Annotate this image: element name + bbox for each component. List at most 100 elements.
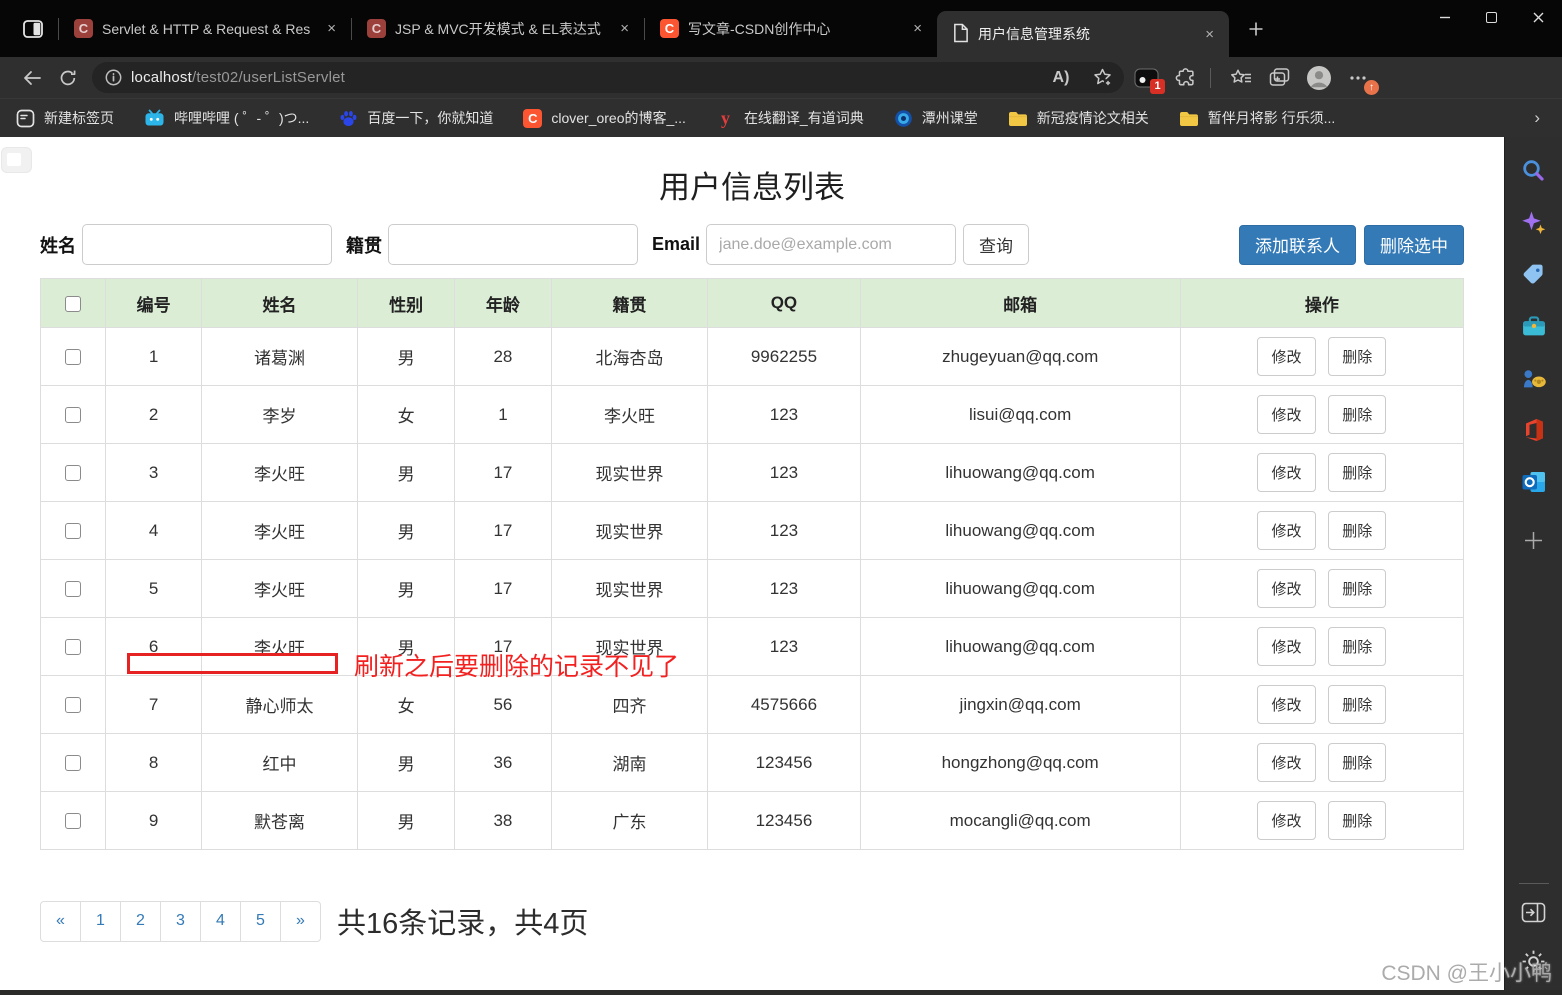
row-checkbox[interactable] <box>65 523 82 540</box>
delete-button[interactable]: 删除 <box>1328 801 1387 840</box>
bookmark-item[interactable]: 暂伴月将影 行乐须... <box>1179 108 1336 128</box>
cell-qq: 123 <box>707 443 861 502</box>
sidebar-settings-icon[interactable] <box>1512 937 1556 986</box>
browser-tab-3[interactable]: C 写文章-CSDN创作中心 × <box>645 9 937 49</box>
cell-id: 2 <box>105 385 202 444</box>
address-bar[interactable]: localhost/test02/userListServlet A) <box>92 62 1124 93</box>
cell-age: 28 <box>454 327 552 386</box>
bookmark-item[interactable]: 潭州课堂 <box>894 108 978 128</box>
delete-button[interactable]: 删除 <box>1328 743 1387 782</box>
delete-button[interactable]: 删除 <box>1328 453 1387 492</box>
close-icon[interactable] <box>1515 0 1562 34</box>
more-menu-icon[interactable]: ↑ <box>1341 62 1379 95</box>
edit-button[interactable]: 修改 <box>1257 627 1316 666</box>
tab-close-icon[interactable]: × <box>620 20 629 37</box>
delete-button[interactable]: 删除 <box>1328 569 1387 608</box>
edit-button[interactable]: 修改 <box>1257 511 1316 550</box>
page-link-5[interactable]: 5 <box>240 900 281 942</box>
bookmarks-overflow-icon[interactable]: › <box>1534 108 1540 127</box>
page-link-«[interactable]: « <box>40 900 81 942</box>
sidebar-copilot-icon[interactable] <box>1512 196 1556 248</box>
user-table-wrap: 编号 姓名 性别 年龄 籍贯 QQ 邮箱 操作 1 诸葛渊 男 28 北海杏岛 … <box>39 278 1465 850</box>
select-all-checkbox[interactable] <box>65 295 82 312</box>
cell-gender: 男 <box>357 443 456 502</box>
delete-button[interactable]: 删除 <box>1328 627 1387 666</box>
edit-button[interactable]: 修改 <box>1257 801 1316 840</box>
row-checkbox[interactable] <box>65 349 82 366</box>
origin-input[interactable] <box>388 224 638 265</box>
sidebar-office-icon[interactable] <box>1512 404 1556 456</box>
favorites-icon[interactable] <box>1224 62 1258 94</box>
row-checkbox[interactable] <box>65 813 82 830</box>
workspaces-icon[interactable] <box>21 17 45 41</box>
row-checkbox[interactable] <box>65 697 82 714</box>
bookmark-item[interactable]: 百度一下，你就知道 <box>339 108 493 128</box>
delete-button[interactable]: 删除 <box>1328 685 1387 724</box>
cell-email: hongzhong@qq.com <box>859 733 1181 792</box>
edit-button[interactable]: 修改 <box>1257 453 1316 492</box>
site-info-icon[interactable] <box>105 69 122 86</box>
extensions-puzzle-icon[interactable] <box>1168 62 1202 94</box>
email-input[interactable] <box>706 224 957 265</box>
edit-button[interactable]: 修改 <box>1257 743 1316 782</box>
sidebar-open-panel-icon[interactable] <box>1512 888 1556 937</box>
sidebar-shopping-icon[interactable] <box>1512 248 1556 300</box>
delete-selected-button[interactable]: 删除选中 <box>1364 224 1464 265</box>
page-link-4[interactable]: 4 <box>200 900 241 942</box>
cell-origin: 北海杏岛 <box>550 327 709 386</box>
page-link-1[interactable]: 1 <box>80 900 121 942</box>
sidebar-toolbox-icon[interactable] <box>1512 300 1556 352</box>
tab-title: 写文章-CSDN创作中心 <box>688 20 831 37</box>
page-link-»[interactable]: » <box>280 900 321 942</box>
query-button[interactable]: 查询 <box>963 224 1030 265</box>
browser-tab-bar: C Servlet & HTTP & Request & Res × C JSP… <box>0 0 1562 57</box>
tab-close-icon[interactable]: × <box>913 20 922 37</box>
sidebar-add-icon[interactable] <box>1512 514 1556 566</box>
edit-button[interactable]: 修改 <box>1257 569 1316 608</box>
tab-close-icon[interactable]: × <box>327 20 336 37</box>
read-aloud-icon[interactable]: A) <box>1052 68 1070 86</box>
pinned-extension-icon[interactable]: 1 <box>1129 62 1165 94</box>
bookmark-item[interactable]: 新冠疫情论文相关 <box>1008 108 1149 128</box>
page-link-2[interactable]: 2 <box>120 900 161 942</box>
browser-tab-2[interactable]: C JSP & MVC开发模式 & EL表达式 × <box>352 9 644 49</box>
row-checkbox[interactable] <box>65 755 82 772</box>
cell-name: 李火旺 <box>200 443 359 502</box>
col-header-gender: 性别 <box>357 278 456 328</box>
bookmark-favicon-icon <box>144 109 165 127</box>
row-checkbox[interactable] <box>65 639 82 656</box>
delete-button[interactable]: 删除 <box>1328 511 1387 550</box>
browser-tab-1[interactable]: C Servlet & HTTP & Request & Res × <box>59 9 351 49</box>
new-tab-button[interactable] <box>1243 16 1269 42</box>
add-contact-button[interactable]: 添加联系人 <box>1239 224 1356 265</box>
add-favorite-icon[interactable] <box>1086 64 1118 91</box>
row-checkbox[interactable] <box>65 581 82 598</box>
edit-button[interactable]: 修改 <box>1257 395 1316 434</box>
sidebar-search-icon[interactable] <box>1512 144 1556 196</box>
page-link-3[interactable]: 3 <box>160 900 201 942</box>
edit-button[interactable]: 修改 <box>1257 337 1316 376</box>
bookmark-item[interactable]: y 在线翻译_有道词典 <box>716 108 864 128</box>
row-checkbox[interactable] <box>65 465 82 482</box>
edge-sidebar <box>1504 137 1562 990</box>
name-input[interactable] <box>82 224 332 265</box>
browser-tab-4[interactable]: 用户信息管理系统 × <box>937 11 1229 57</box>
delete-button[interactable]: 删除 <box>1328 395 1387 434</box>
bookmark-item[interactable]: 哔哩哔哩 ( ゜- ゜)つ... <box>144 108 309 128</box>
profile-avatar[interactable] <box>1302 62 1336 94</box>
bookmark-label: 潭州课堂 <box>921 110 978 126</box>
minimize-icon[interactable] <box>1421 0 1468 34</box>
bookmark-label: 暂伴月将影 行乐须... <box>1207 110 1336 126</box>
sidebar-outlook-icon[interactable] <box>1512 456 1556 508</box>
edit-button[interactable]: 修改 <box>1257 685 1316 724</box>
collections-icon[interactable] <box>1263 62 1297 94</box>
maximize-icon[interactable] <box>1468 0 1515 34</box>
sidebar-games-icon[interactable] <box>1512 352 1556 404</box>
bookmark-item[interactable]: C clover_oreo的博客_... <box>523 108 686 128</box>
reload-icon[interactable] <box>50 62 86 94</box>
delete-button[interactable]: 删除 <box>1328 337 1387 376</box>
tab-close-icon[interactable]: × <box>1205 25 1214 43</box>
bookmark-item[interactable]: 新建标签页 <box>16 108 114 128</box>
back-icon[interactable] <box>14 62 50 94</box>
row-checkbox[interactable] <box>65 407 82 424</box>
